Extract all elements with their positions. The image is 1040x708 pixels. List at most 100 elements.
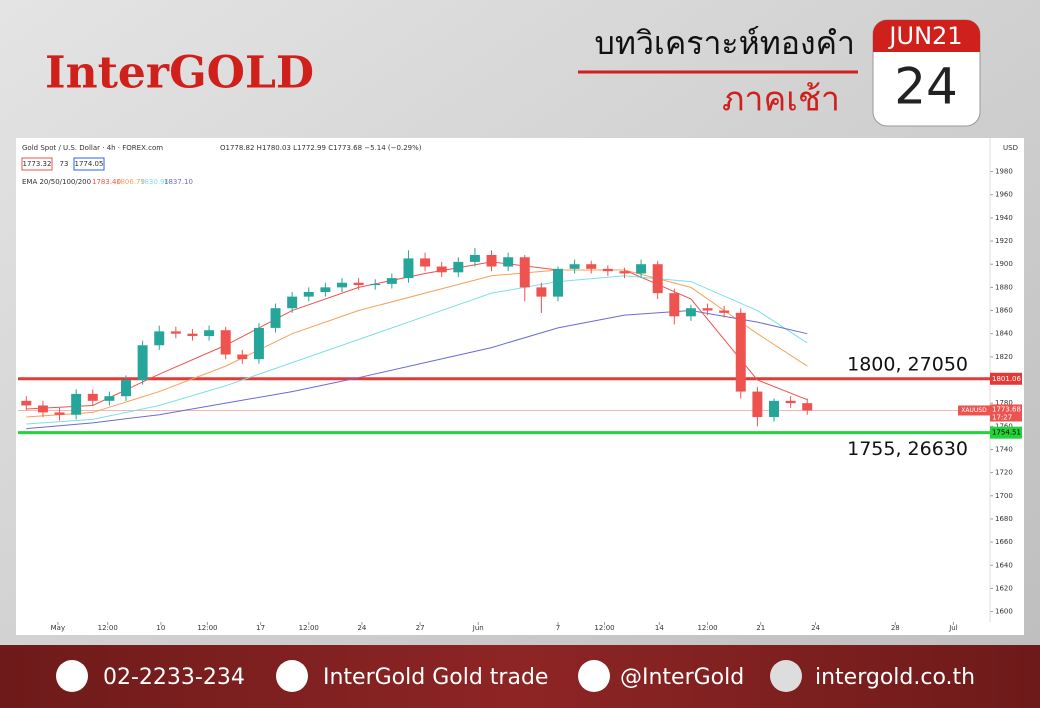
y-tick-label: 1760 [995,422,1013,430]
candle-body [337,282,347,288]
symbol-title: Gold Spot / U.S. Dollar · 4h · FOREX.com [22,144,163,152]
candle-body [453,261,464,273]
x-tick-label: 12:00 [197,624,217,632]
subtitle: ภาคเช้า [722,80,840,120]
bid-box [21,157,53,171]
phone: 02-2233-234 [103,665,245,690]
x-tick-label: 17 [256,624,265,632]
level-label: 1754.51 [992,429,1021,437]
x-tick-label: Jul [948,624,958,632]
candle-body [436,266,447,273]
x-tick-label: Jun [472,624,484,632]
candle-body [503,257,514,267]
spread: 73 [60,160,69,168]
candle-body [769,400,779,418]
candle-body [21,400,32,406]
ema-value: 1783.40 [92,178,121,186]
ema-line [26,269,808,418]
ema-value: 1830.96 [140,178,169,186]
ema-value: 1806.79 [116,178,145,186]
candle-body [170,331,181,334]
phone-icon [56,660,88,692]
candle-body [270,308,281,328]
facebook: InterGold Gold trade [323,665,548,690]
candle-body [519,257,530,288]
candle-body [486,254,497,267]
y-tick-label: 1720 [995,469,1013,477]
x-tick-label: 27 [416,624,425,632]
y-tick-label: 1700 [995,492,1013,500]
y-tick-label: 1600 [995,608,1013,616]
brand: InterGOLD [45,48,314,99]
x-tick-label: 12:00 [697,624,717,632]
level-annotation: 1755, 26630 [847,438,968,460]
level-tag [990,426,1022,439]
candle-body [54,412,65,415]
candle-body [403,258,414,279]
y-tick-label: 1920 [995,237,1013,245]
candle-body [386,278,397,284]
candle-body [752,391,763,418]
y-tick-label: 1940 [995,214,1013,222]
candle-body [320,287,331,292]
y-tick-label: 1780 [995,399,1013,407]
candle-body [370,283,381,286]
website: intergold.co.th [815,665,975,690]
candle-body [204,330,215,336]
level-tag [990,372,1022,385]
x-tick-label: 24 [811,624,820,632]
y-tick-label: 1640 [995,561,1013,569]
candle-body [220,330,231,355]
last-price-label: 1773.68 [992,405,1021,413]
ask: 1774.05 [75,160,104,168]
ema-line [26,261,808,410]
x-tick-label: May [51,624,65,632]
candle-body [619,271,630,274]
y-tick-label: 1820 [995,353,1013,361]
indicator-label: EMA 20/50/100/200 [22,178,91,186]
chart-panel [16,138,1024,635]
candle-body [536,287,547,297]
title: บทวิเคราะห์ทองคำ [595,24,855,62]
y-tick-label: 1660 [995,538,1013,546]
candle-body [569,264,580,269]
candle-body [287,296,298,309]
facebook-icon [276,660,308,692]
line-icon [578,660,610,692]
line: @InterGold [620,665,744,690]
x-tick-label: 21 [756,624,765,632]
candle-body [71,393,82,415]
globe-icon [770,660,802,692]
calendar-month: JUN21 [887,22,962,50]
x-tick-label: 12:00 [98,624,118,632]
candle-body [104,396,115,401]
y-tick-label: 1960 [995,191,1013,199]
level-label: 1801.06 [992,375,1021,383]
candle-body [702,308,713,311]
x-tick-label: 7 [556,624,560,632]
symbol-label: XAUUSD [961,407,987,414]
candle-body [154,331,165,346]
candle-body [37,405,48,413]
calendar-day: 24 [894,58,958,116]
candle-body [253,327,264,360]
x-tick-label: 14 [655,624,664,632]
ema-value: 1837.10 [164,178,193,186]
candle-body [669,293,680,317]
candle-body [137,345,148,380]
calendar-band [873,20,980,52]
ema-line [26,275,808,425]
x-tick-label: 12:00 [299,624,319,632]
currency: USD [1003,144,1018,152]
y-tick-label: 1740 [995,445,1013,453]
symbol-tag [958,405,990,416]
y-tick-label: 1900 [995,260,1013,268]
candle-body [602,268,613,272]
candle-body [636,264,647,274]
level-annotation: 1800, 27050 [847,353,968,375]
candle-body [303,292,314,297]
x-tick-label: 10 [156,624,165,632]
price-tag [990,404,1022,422]
candle-body [420,258,431,267]
